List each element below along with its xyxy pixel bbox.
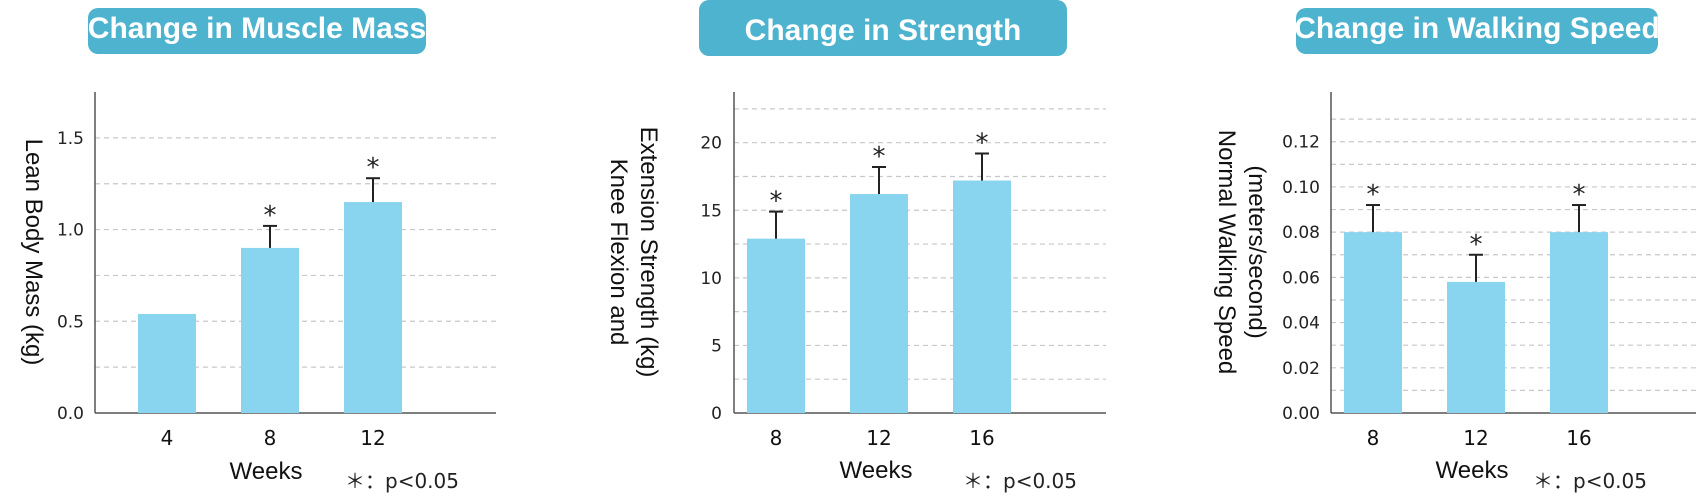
significance-footnote: ＊：p<0.05	[963, 469, 1077, 493]
significance-marker: *	[873, 142, 886, 172]
x-tick-label: 12	[1463, 426, 1488, 450]
y-tick-label: 0.06	[1282, 268, 1320, 288]
x-tick-label: 8	[264, 426, 277, 450]
significance-marker: *	[264, 201, 277, 231]
x-axis-label: Weeks	[840, 457, 913, 484]
y-tick-label: 10	[700, 269, 722, 289]
y-tick-label: 0.00	[1282, 404, 1320, 424]
y-axis-label: Knee Flexion and Extension Strength (kg)	[605, 127, 662, 378]
significance-marker: *	[976, 128, 989, 158]
y-tick-label: 0.04	[1282, 314, 1320, 334]
significance-marker: *	[1573, 180, 1586, 210]
y-tick-label: 15	[700, 201, 722, 221]
y-tick-label: 1.0	[57, 221, 84, 241]
x-tick-label: 4	[161, 426, 174, 450]
bar-4	[138, 313, 196, 413]
x-tick-label: 12	[866, 426, 891, 450]
bar-12	[850, 194, 908, 413]
bar-12	[1447, 281, 1505, 413]
significance-marker: *	[1470, 230, 1483, 260]
significance-marker: *	[1367, 180, 1380, 210]
y-axis-label-line: (meters/second)	[1243, 165, 1270, 338]
y-tick-label: 0.02	[1282, 359, 1320, 379]
x-tick-label: 12	[360, 426, 385, 450]
y-axis-label-line: Extension Strength (kg)	[635, 127, 662, 378]
chart-title: Change in Walking Speed	[1294, 12, 1660, 45]
y-tick-label: 0.10	[1282, 178, 1320, 198]
chart-title-box	[88, 8, 426, 54]
y-tick-label: 1.5	[57, 129, 84, 149]
bar-8	[241, 247, 299, 413]
y-tick-label: 0.08	[1282, 223, 1320, 243]
chart-title: Change in Muscle Mass	[88, 12, 426, 45]
chart-panel-1: Change in Muscle Mass 0.0 0.5 1.0 1.5 4 * 8 * 12 W…	[20, 8, 496, 493]
chart-panel-2: Change in Strength 0 5 10 15 20 * 8 * 12 * 16 Weeks K…	[605, 0, 1106, 493]
chart-panel-3: Change in Walking Speed 0.00 0.02 0.04 0.06 0…	[1213, 8, 1696, 493]
y-axis-label: Normal Walking Speed (meters/second)	[1213, 130, 1270, 375]
significance-marker: *	[770, 187, 783, 217]
significance-marker: *	[367, 153, 380, 183]
y-axis-label-line: Knee Flexion and	[605, 159, 632, 346]
y-tick-label: 5	[711, 336, 722, 356]
y-axis-label-line: Lean Body Mass (kg)	[20, 139, 47, 366]
y-tick-label: 0.0	[57, 404, 84, 424]
x-axis-label: Weeks	[230, 458, 303, 485]
chart-title: Change in Strength	[745, 14, 1022, 47]
x-axis-label: Weeks	[1436, 457, 1509, 484]
bar-8	[1344, 232, 1402, 413]
chart-title-box	[699, 0, 1067, 56]
bar-16	[1550, 232, 1608, 413]
y-axis-label: Lean Body Mass (kg)	[20, 139, 47, 366]
x-tick-label: 8	[770, 426, 783, 450]
y-tick-label: 0	[711, 404, 722, 424]
significance-footnote: ＊：p<0.05	[1533, 469, 1647, 493]
x-tick-label: 8	[1367, 426, 1380, 450]
y-axis-label-line: Normal Walking Speed	[1213, 130, 1240, 375]
x-tick-label: 16	[969, 426, 994, 450]
significance-footnote: ＊：p<0.05	[345, 469, 459, 493]
y-tick-label: 0.12	[1282, 133, 1320, 153]
y-tick-label: 0.5	[57, 312, 84, 332]
chart-title-box	[1296, 8, 1658, 54]
x-tick-label: 16	[1566, 426, 1591, 450]
bar-16	[953, 180, 1011, 413]
bar-8	[747, 238, 805, 413]
bar-12	[344, 202, 402, 413]
y-tick-label: 20	[700, 134, 722, 154]
